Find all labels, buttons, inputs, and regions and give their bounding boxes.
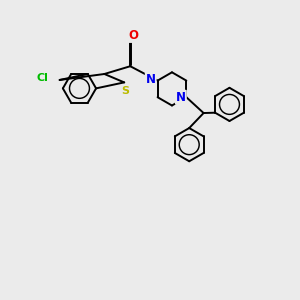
Text: S: S bbox=[122, 85, 130, 96]
Text: N: N bbox=[176, 91, 186, 104]
Text: O: O bbox=[129, 29, 139, 42]
Text: N: N bbox=[146, 73, 156, 86]
Text: Cl: Cl bbox=[37, 73, 49, 83]
